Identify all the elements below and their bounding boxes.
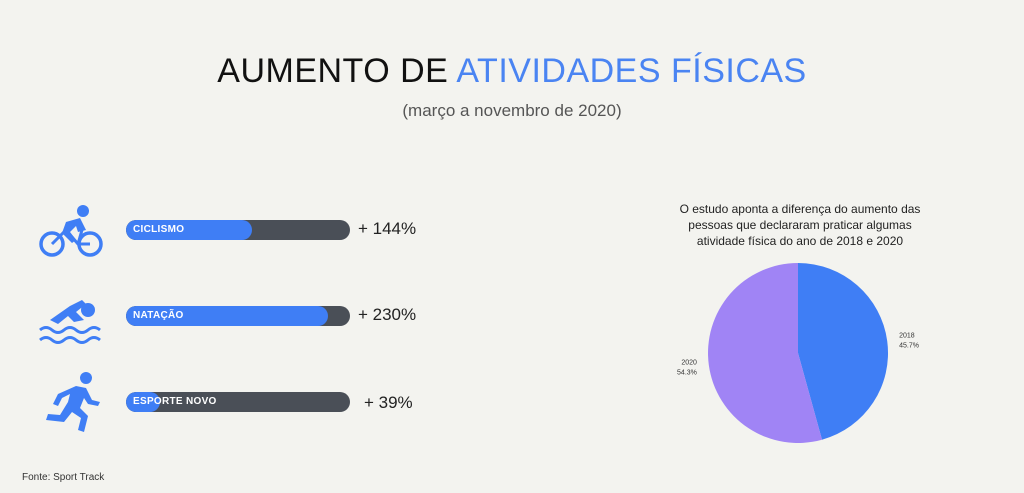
bar-track: ESPORTE NOVO [126,392,350,412]
pie-slice-2018 [798,263,889,440]
bar-fill [126,306,328,326]
cycling-icon [39,205,103,257]
bar-label: NATAÇÃO [133,310,184,321]
pie-slice-2020 [708,263,823,443]
bar-label: ESPORTE NOVO [133,396,217,407]
bar-fill [126,220,253,240]
title-part-2: ATIVIDADES FÍSICAS [456,52,807,90]
activity-row-swimming: NATAÇÃO + 230% [36,286,456,350]
bar-fill [126,392,161,412]
bar-label: CICLISMO [133,224,185,235]
page-title: AUMENTO DE ATIVIDADES FÍSICAS [0,52,1024,91]
activity-row-cycling: CICLISMO + 144% [36,200,456,264]
bar-value-label: + 144% [358,219,417,238]
pie-chart: 2018 45.7% 2020 54.3% [677,263,919,443]
title-part-1: AUMENTO DE [217,52,457,90]
pie-slices [708,263,889,443]
bar-value-label: + 230% [358,305,417,324]
pie-value-2018: 45.7% [899,342,919,349]
source-note: Fonte: Sport Track [22,472,105,483]
pie-labels: 2018 45.7% 2020 54.3% [677,332,919,376]
activity-row-new-sport: ESPORTE NOVO + 39% [36,372,456,436]
bar-track: CICLISMO [126,220,350,240]
bar-value-label: + 39% [364,393,413,412]
swimming-icon [39,300,101,344]
bar-track: NATAÇÃO [126,306,350,326]
pie-caption: O estudo aponta a diferença do aumento d… [679,202,921,248]
pie-label-2018: 2018 [899,332,915,339]
running-icon [46,372,100,432]
pie-label-2020: 2020 [681,360,697,367]
page-subtitle: (março a novembro de 2020) [402,101,622,120]
pie-value-2020: 54.3% [677,370,697,377]
